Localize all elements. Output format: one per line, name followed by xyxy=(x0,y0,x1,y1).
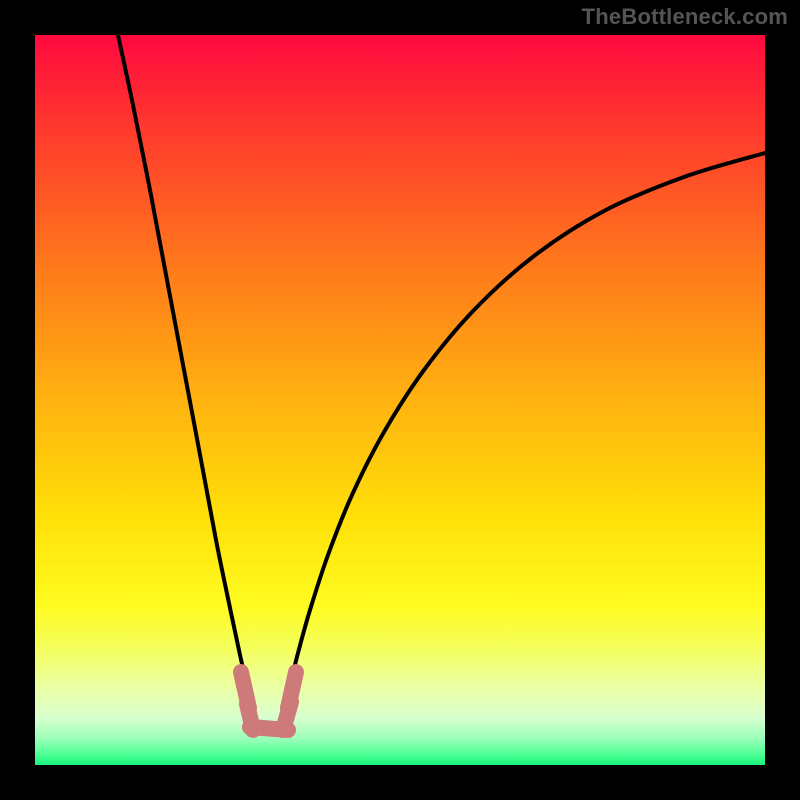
bottleneck-chart xyxy=(0,0,800,800)
chart-stage: TheBottleneck.com xyxy=(0,0,800,800)
plot-background xyxy=(35,35,765,765)
valley-marker-segment xyxy=(288,672,296,708)
watermark-text: TheBottleneck.com xyxy=(582,4,788,30)
